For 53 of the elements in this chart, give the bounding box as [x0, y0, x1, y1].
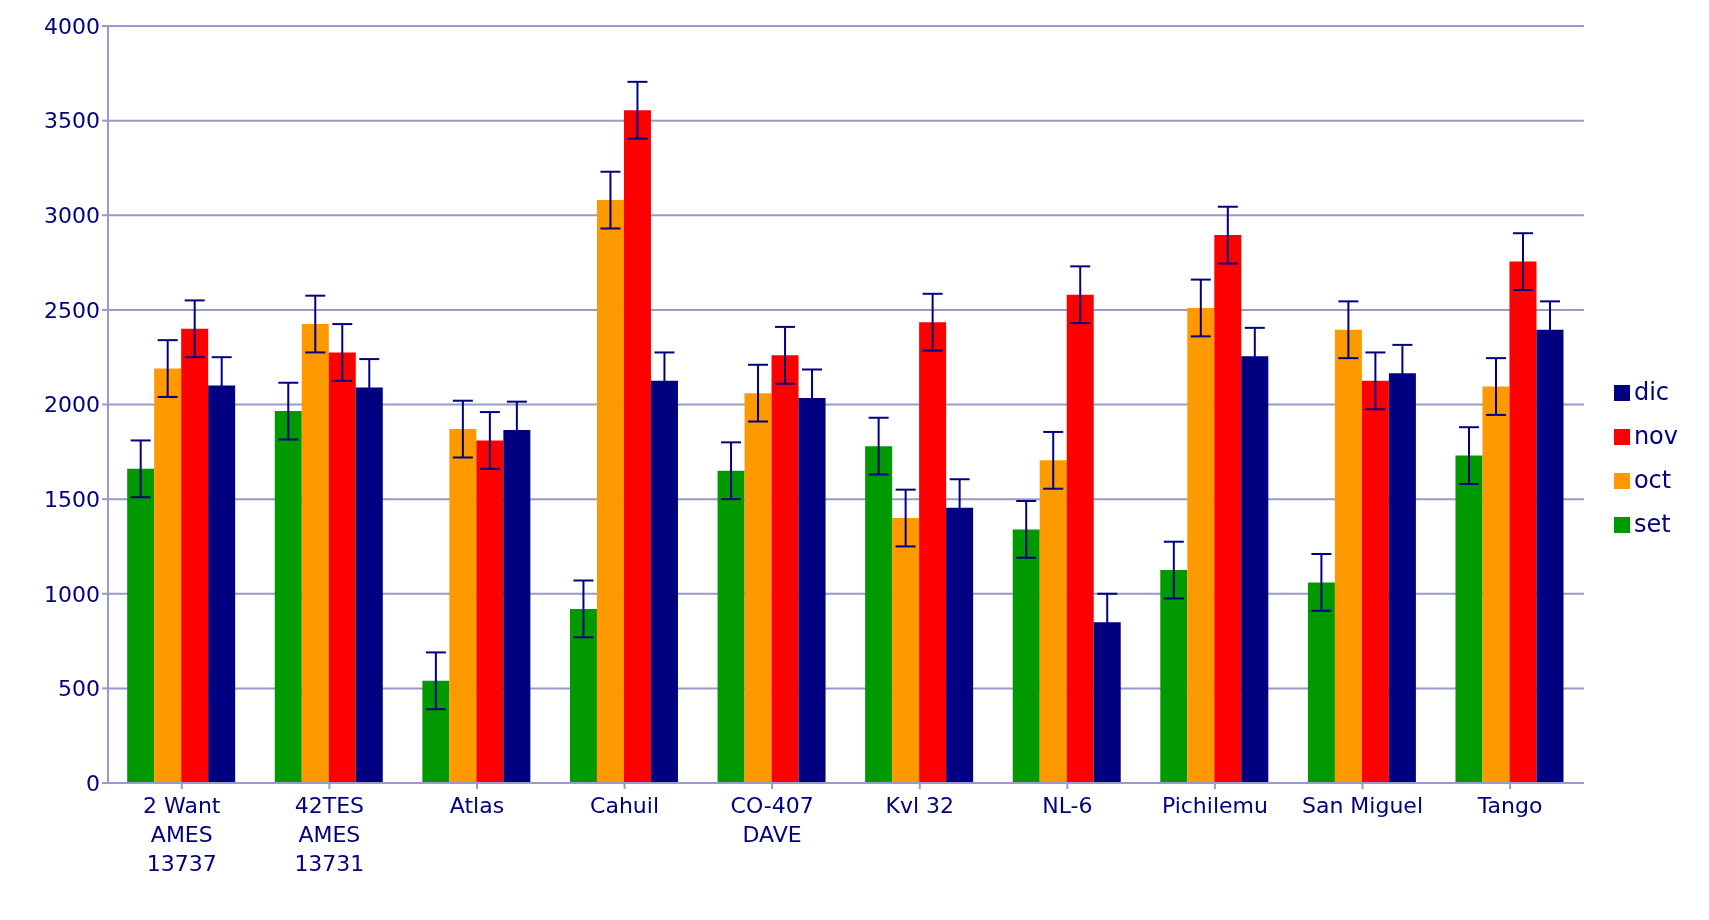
bar [422, 680, 450, 783]
bar [328, 352, 356, 783]
x-tick-label: Tango [1476, 793, 1543, 818]
bar [1334, 329, 1362, 783]
y-tick-label: 0 [86, 770, 100, 796]
bar [919, 322, 947, 783]
y-tick-label: 4000 [44, 13, 100, 39]
bar [1187, 307, 1215, 783]
legend-label: nov [1633, 422, 1678, 450]
bar [717, 470, 745, 783]
x-tick-label: Kvl 32 [885, 793, 955, 818]
legend-label: set [1633, 510, 1671, 538]
bar [127, 468, 155, 783]
y-tick-label: 1500 [44, 486, 100, 512]
x-tick-label: Cahuil [590, 793, 660, 818]
x-tick-label: Atlas [449, 793, 505, 818]
bar [1509, 261, 1537, 783]
bar [1455, 455, 1483, 783]
bar [569, 608, 597, 783]
x-tick-label: CO-407 DAVE [730, 793, 814, 847]
x-tick-label: Pichilemu [1161, 793, 1268, 818]
bar [623, 110, 651, 783]
bar [1160, 570, 1188, 783]
bar [181, 328, 209, 783]
y-tick-label: 1000 [44, 581, 100, 607]
bar [1066, 294, 1094, 783]
x-tick-label: 42TES AMES 13731 [294, 793, 365, 876]
bar [154, 368, 182, 783]
bar [892, 518, 920, 783]
y-tick-label: 2000 [44, 392, 100, 418]
x-tick-label: NL-6 [1042, 793, 1093, 818]
y-tick-label: 3000 [44, 203, 100, 229]
bar [1039, 460, 1067, 783]
y-tick-label: 2500 [44, 297, 100, 323]
y-tick-label: 500 [58, 676, 100, 702]
bar [476, 440, 504, 783]
legend-label: dic [1633, 378, 1669, 406]
bar [771, 355, 799, 783]
x-tick-label: 2 Want AMES 13737 [143, 793, 221, 876]
bar [744, 393, 772, 783]
bar [1214, 235, 1242, 783]
bar [1307, 582, 1335, 783]
bar [865, 446, 893, 783]
bar [449, 429, 477, 783]
legend-label: oct [1633, 466, 1672, 494]
bar [274, 411, 302, 783]
x-tick-label: San Miguel [1301, 793, 1424, 818]
bar [1482, 386, 1510, 783]
bar [596, 200, 624, 783]
bar [1361, 380, 1389, 783]
bar [301, 324, 329, 783]
bar [1012, 529, 1040, 783]
y-tick-label: 3500 [44, 108, 100, 134]
